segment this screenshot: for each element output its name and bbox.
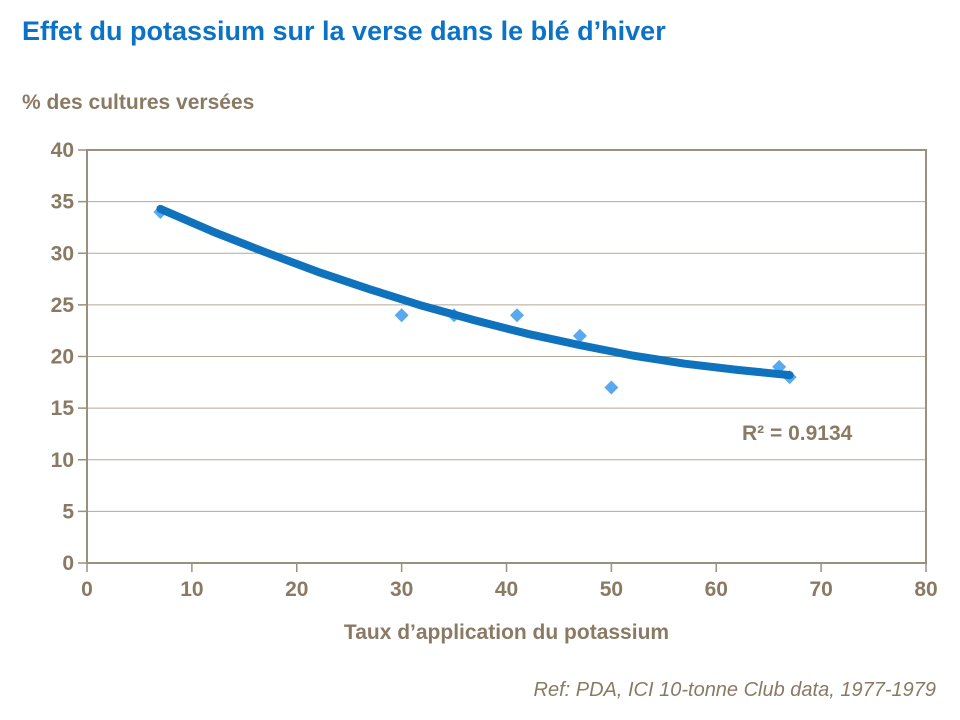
y-tick-label: 20 [51, 346, 74, 369]
data-point [509, 308, 524, 323]
x-axis-title: Taux d’application du potassium [343, 621, 670, 644]
x-tick-label: 20 [285, 578, 308, 601]
data-point [604, 380, 619, 395]
x-tick-label: 60 [705, 578, 728, 601]
r-squared-annotation: R² = 0.9134 [742, 422, 853, 445]
x-tick-label: 0 [81, 578, 93, 601]
y-axis-unit-label: % des cultures versées [22, 91, 255, 114]
y-tick-labels: 0 5 10 15 20 25 30 35 40 [51, 139, 75, 575]
y-tick-label: 25 [51, 294, 75, 317]
trend [156, 204, 794, 380]
data-point [572, 328, 587, 343]
reference-note: Ref: PDA, ICI 10-tonne Club data, 1977-1… [533, 679, 936, 701]
x-tick-label: 30 [390, 578, 413, 601]
x-tick-label: 40 [495, 578, 518, 601]
axis-ticks [78, 149, 927, 572]
x-tick-label: 70 [809, 578, 832, 601]
y-tick-label: 40 [51, 139, 74, 162]
x-tick-label: 80 [914, 578, 937, 601]
trend-line [156, 204, 794, 380]
y-tick-label: 15 [51, 397, 75, 420]
y-tick-label: 0 [62, 552, 74, 575]
x-tick-label: 10 [180, 578, 203, 601]
x-tick-label: 50 [600, 578, 623, 601]
y-tick-label: 30 [51, 242, 74, 265]
y-tick-label: 10 [51, 449, 74, 472]
data-point [394, 308, 409, 323]
y-tick-label: 35 [51, 191, 75, 214]
y-tick-label: 5 [62, 500, 74, 523]
x-tick-labels: 0 10 20 30 40 50 60 70 80 [81, 578, 938, 601]
chart-title: Effet du potassium sur la verse dans le … [22, 16, 666, 46]
